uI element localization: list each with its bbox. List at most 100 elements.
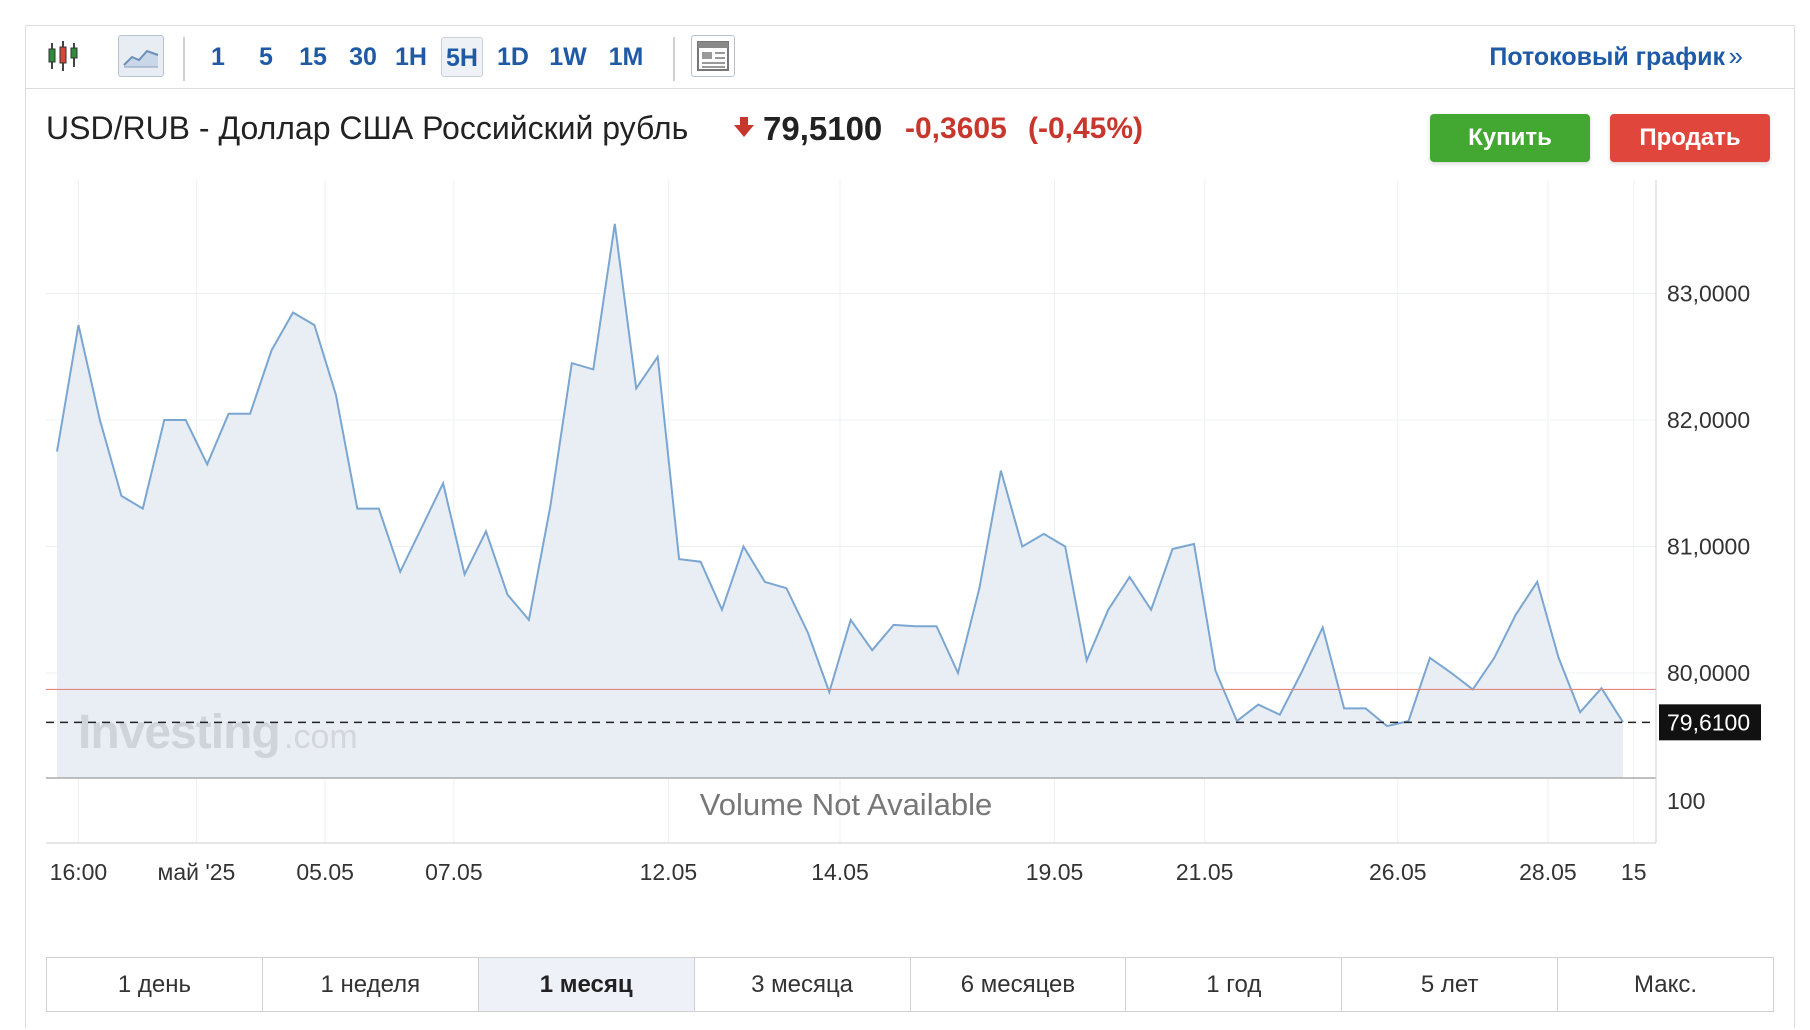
range-tab-1-week[interactable]: 1 неделя <box>263 958 479 1011</box>
price-line <box>56 223 1624 728</box>
price-point <box>311 322 317 328</box>
candlestick-chart-icon[interactable] <box>43 35 85 77</box>
price-point <box>1427 655 1433 661</box>
instrument-title: USD/RUB - Доллар США Российский рубль <box>46 110 689 146</box>
time-axis-tick-label: 16:00 <box>50 859 108 885</box>
time-axis-tick-label: 19.05 <box>1026 859 1084 885</box>
price-point <box>419 525 425 531</box>
chart-widget-frame <box>25 25 1795 1028</box>
price-point <box>612 221 618 227</box>
period-1h[interactable]: 1H <box>395 43 427 71</box>
price-point <box>1212 668 1218 674</box>
price-point <box>204 461 210 467</box>
time-axis-labels: 16:00 май '25 05.05 07.05 12.05 14.05 19.05 21.… <box>50 859 1647 885</box>
chart-toolbar: 1 5 15 30 1H 5H 1D 1W 1M Потоковый графи… <box>25 25 1795 89</box>
price-point <box>547 503 553 509</box>
price-point <box>1062 544 1068 550</box>
price-point <box>633 385 639 391</box>
time-axis-tick-label: 05.05 <box>296 859 354 885</box>
price-point <box>1599 685 1605 691</box>
time-axis-tick-label: 15 <box>1621 859 1647 885</box>
range-tab-1-month[interactable]: 1 месяц <box>478 958 695 1011</box>
price-point <box>912 623 918 629</box>
range-tab-3-months[interactable]: 3 месяца <box>695 958 911 1011</box>
time-axis-tick-label: 14.05 <box>811 859 869 885</box>
sell-button[interactable]: Продать <box>1610 114 1770 162</box>
price-point <box>741 544 747 550</box>
price-point <box>161 417 167 423</box>
price-chart[interactable]: Investing .com 83,0000 82,0000 81,0000 80,0… <box>0 0 1810 940</box>
double-chevron-right-icon[interactable]: » <box>1728 41 1743 71</box>
price-point <box>462 571 468 577</box>
price-point <box>376 506 382 512</box>
time-axis-tick-label: 07.05 <box>425 859 483 885</box>
price-point <box>976 585 982 591</box>
price-point <box>1019 544 1025 550</box>
toolbar-separator <box>183 37 185 81</box>
price-point <box>1577 709 1583 715</box>
price-point <box>1363 705 1369 711</box>
period-15[interactable]: 15 <box>299 43 327 71</box>
price-point <box>719 607 725 613</box>
price-point <box>1491 655 1497 661</box>
period-1m[interactable]: 1M <box>608 43 644 71</box>
price-point <box>1534 579 1540 585</box>
price-point <box>1513 612 1519 618</box>
time-axis-tick-label: 28.05 <box>1519 859 1577 885</box>
range-tab-5-years[interactable]: 5 лет <box>1342 958 1559 1011</box>
price-point <box>76 322 82 328</box>
price-point <box>1556 655 1562 661</box>
price-axis-tick-label: 82,0000 <box>1667 407 1750 433</box>
price-point <box>590 366 596 372</box>
price-area-fill <box>57 223 1623 778</box>
time-axis-tick-label: 12.05 <box>640 859 698 885</box>
price-change: -0,3605 <box>905 112 1007 145</box>
price-point <box>1170 546 1176 552</box>
period-1d[interactable]: 1D <box>497 43 529 71</box>
range-tab-1-day[interactable]: 1 день <box>47 958 263 1011</box>
range-tab-1-year[interactable]: 1 год <box>1126 958 1343 1011</box>
time-axis-tick-label: 26.05 <box>1369 859 1427 885</box>
period-5h[interactable]: 5H <box>441 37 483 77</box>
price-point <box>676 556 682 562</box>
price-point <box>333 392 339 398</box>
price-axis-labels: 83,0000 82,0000 81,0000 80,0000 <box>1667 281 1750 687</box>
price-point <box>54 449 60 455</box>
price-down-arrow-icon <box>734 117 754 137</box>
watermark-logo: Investing <box>78 706 280 759</box>
period-30[interactable]: 30 <box>349 43 377 71</box>
price-point <box>848 617 854 623</box>
last-price: 79,5100 <box>763 110 883 147</box>
time-axis-tick-label: 21.05 <box>1176 859 1234 885</box>
price-point <box>762 579 768 585</box>
price-point <box>655 354 661 360</box>
period-1w[interactable]: 1W <box>549 43 587 71</box>
price-axis-tick-label: 80,0000 <box>1667 660 1750 686</box>
price-point <box>1406 718 1412 724</box>
buy-button[interactable]: Купить <box>1430 114 1590 162</box>
price-point <box>440 480 446 486</box>
price-point <box>526 617 532 623</box>
price-point <box>805 630 811 636</box>
range-tab-6-months[interactable]: 6 месяцев <box>911 958 1127 1011</box>
area-chart-icon[interactable] <box>118 35 164 77</box>
layout-settings-icon[interactable] <box>691 35 735 77</box>
price-point <box>1234 718 1240 724</box>
current-price-box <box>1659 704 1761 741</box>
price-point <box>1320 625 1326 631</box>
price-point <box>269 347 275 353</box>
price-point <box>1384 723 1390 729</box>
period-1[interactable]: 1 <box>211 43 225 71</box>
current-price-label: 79,6100 <box>1667 709 1750 735</box>
price-point <box>1148 607 1154 613</box>
price-point <box>1191 541 1197 547</box>
price-point <box>97 417 103 423</box>
price-point <box>1255 702 1261 708</box>
price-point <box>354 506 360 512</box>
price-point <box>483 528 489 534</box>
price-point <box>569 360 575 366</box>
price-point <box>955 670 961 676</box>
streaming-chart-link[interactable]: Потоковый график <box>1489 43 1725 71</box>
period-5[interactable]: 5 <box>259 43 273 71</box>
range-tab-max[interactable]: Макс. <box>1634 971 1698 998</box>
